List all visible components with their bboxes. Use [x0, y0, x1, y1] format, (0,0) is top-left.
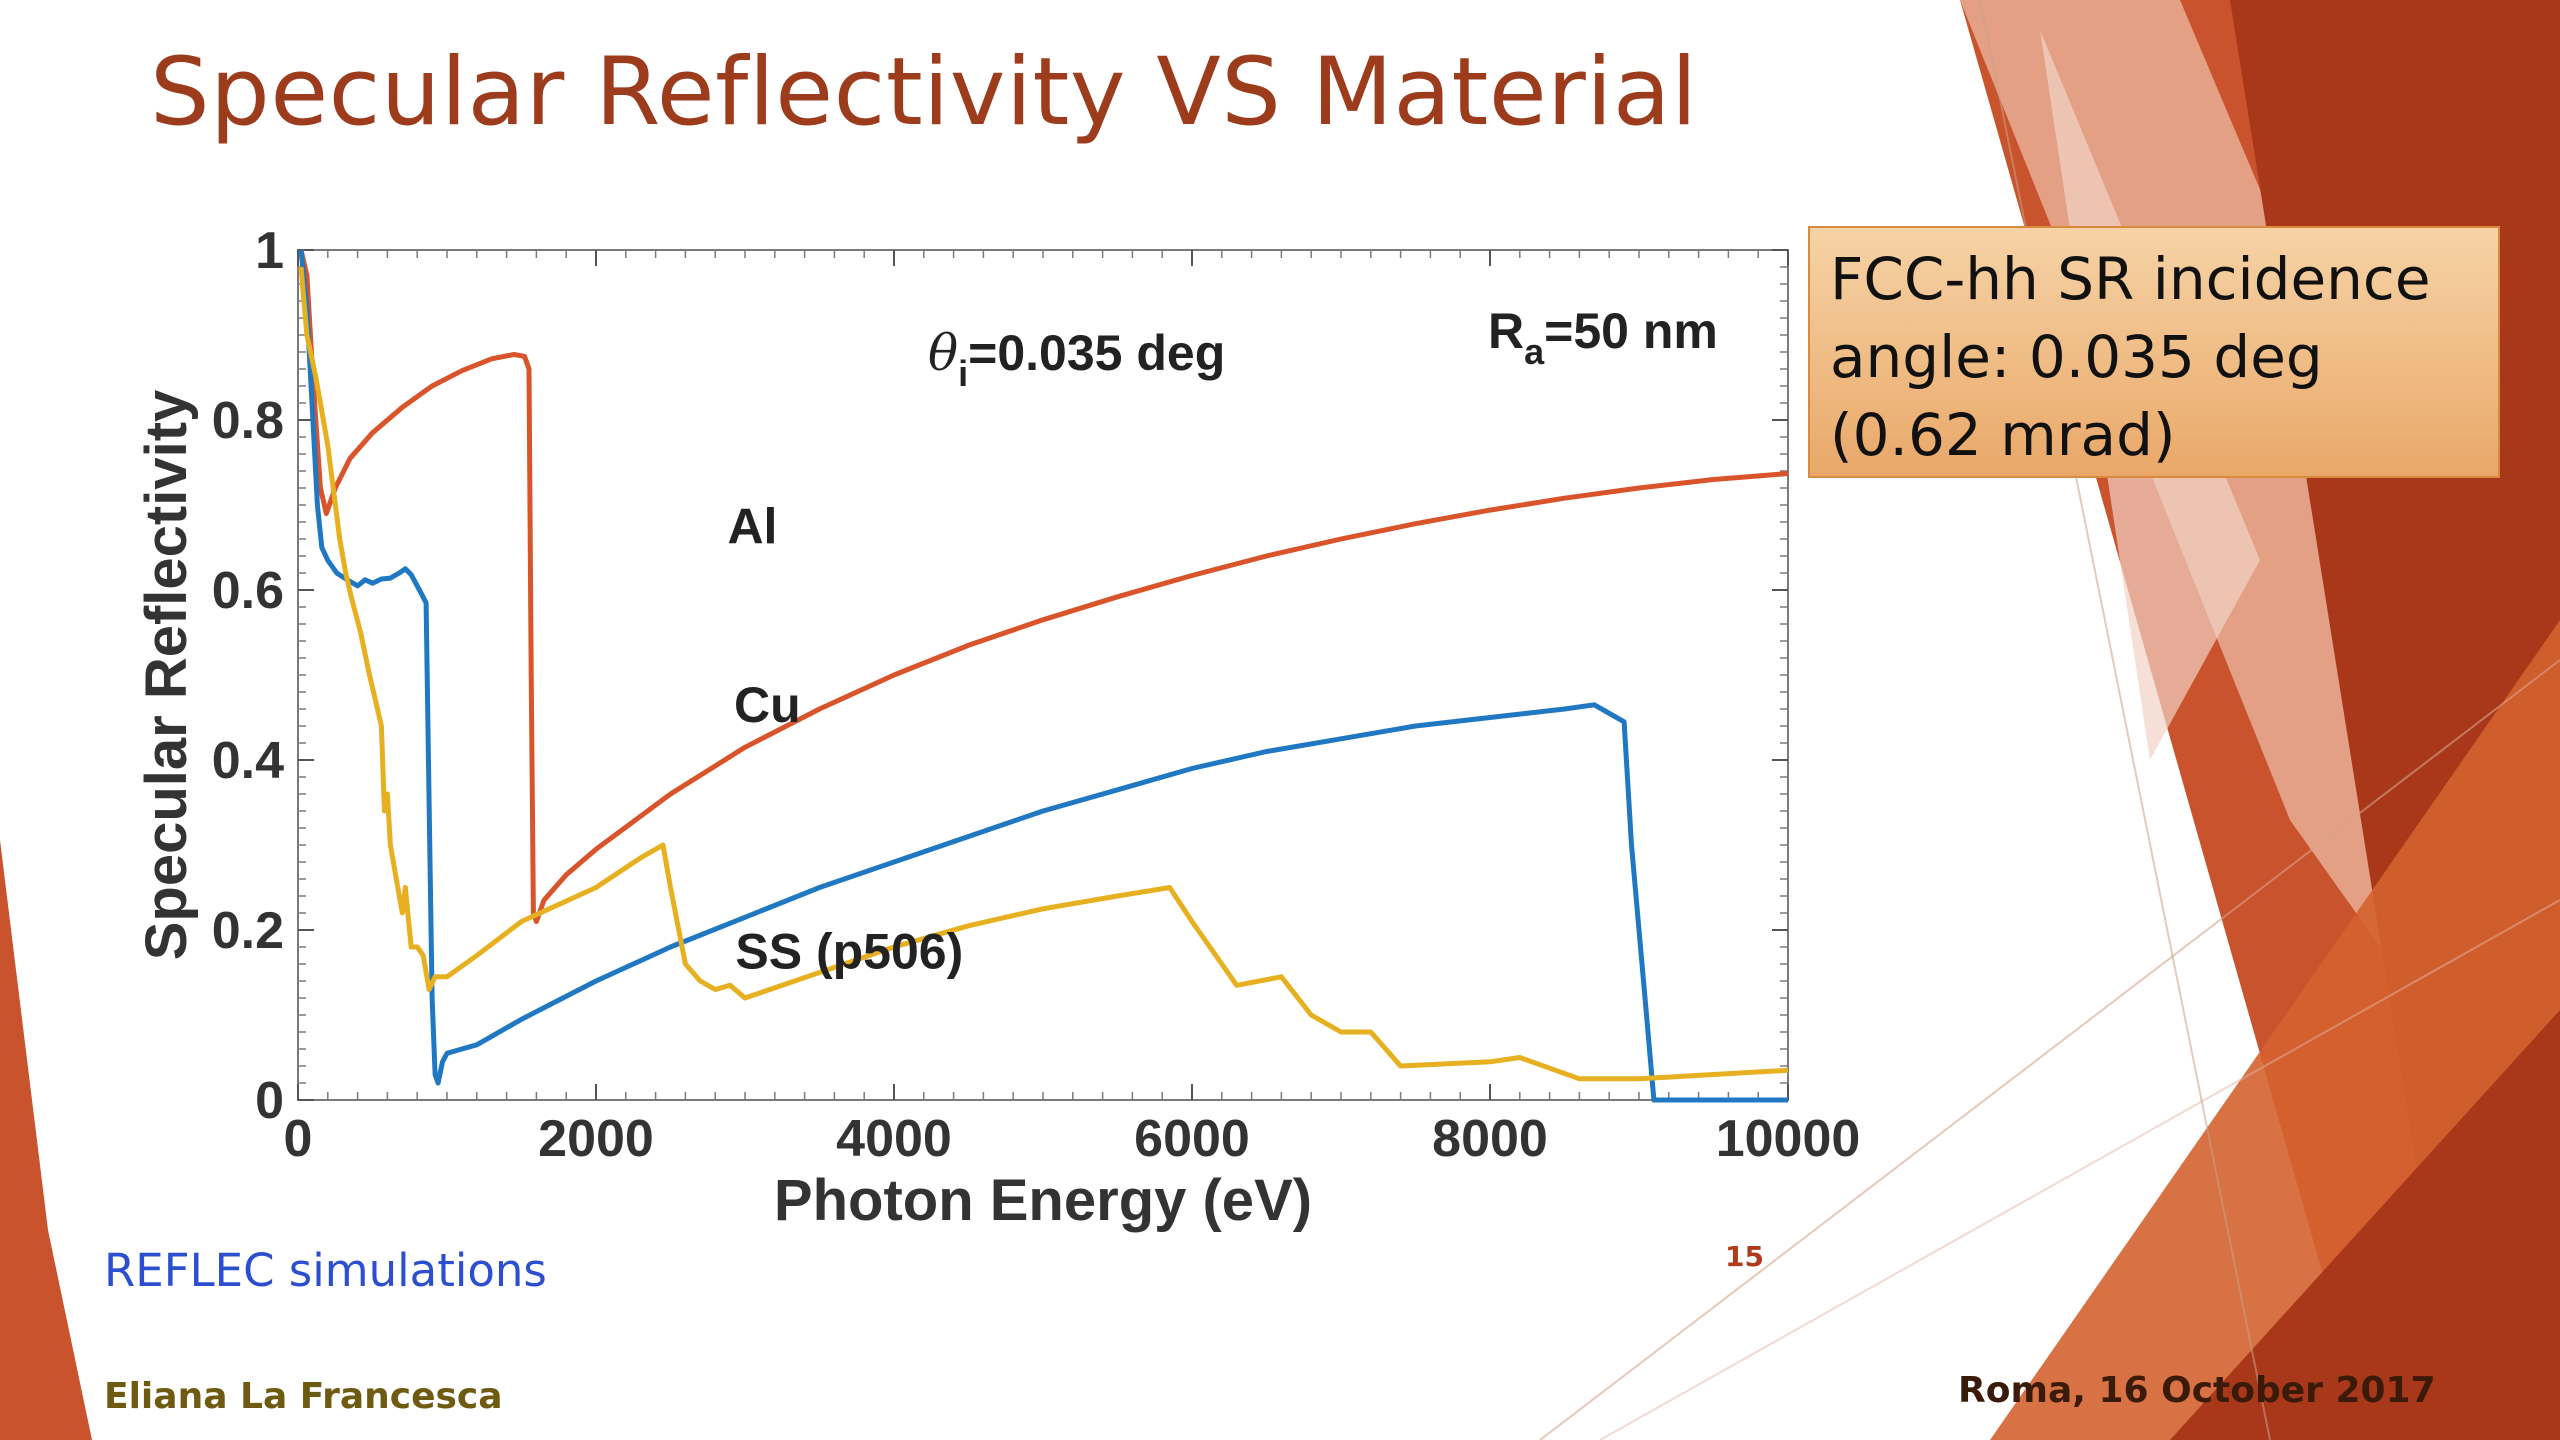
slide-title: Specular Reflectivity VS Material [150, 38, 1698, 147]
deco-shape-bottom-right [2170, 1010, 2560, 1440]
x-tick-label: 2000 [538, 1110, 654, 1168]
y-axis-label: Specular Reflectivity [134, 390, 199, 961]
source-note: REFLEC simulations [104, 1244, 547, 1297]
y-tick-label: 0.2 [212, 902, 284, 960]
series-line-cu [298, 249, 1788, 1103]
incidence-angle-annotation: θi=0.035 deg [928, 324, 1225, 394]
roughness-annotation: Ra=50 nm [1488, 303, 1718, 372]
x-tick-label: 6000 [1134, 1110, 1250, 1168]
page-number: 15 [1725, 1240, 1764, 1273]
x-tick-label: 8000 [1432, 1110, 1548, 1168]
author-name: Eliana La Francesca [104, 1376, 503, 1417]
series-line-ss-p506 [298, 266, 1789, 1082]
callout-line-2: angle: 0.035 deg [1830, 323, 2323, 391]
y-tick-label: 0.4 [212, 732, 284, 790]
x-tick-label: 0 [284, 1110, 313, 1168]
x-tick-label: 4000 [836, 1110, 952, 1168]
y-tick-label: 0 [255, 1072, 284, 1130]
series-label: SS (p506) [735, 923, 963, 979]
series-line-al [298, 249, 1789, 924]
y-tick-label: 0.8 [212, 392, 284, 450]
incidence-angle-callout: FCC-hh SR incidence angle: 0.035 deg (0.… [1808, 226, 2500, 478]
x-axis-label: Photon Energy (eV) [774, 1168, 1312, 1233]
footer-date: Roma, 16 October 2017 [1958, 1370, 2436, 1411]
deco-thin-line-2 [1599, 899, 2560, 1440]
x-tick-label: 10000 [1716, 1110, 1861, 1168]
series-label: Cu [734, 677, 801, 733]
series-label: Al [727, 498, 777, 554]
deco-thin-line-1 [1539, 659, 2560, 1440]
callout-line-3: (0.62 mrad) [1830, 401, 2176, 469]
plot-frame [297, 249, 1789, 1101]
y-tick-label: 1 [255, 222, 284, 280]
callout-line-1: FCC-hh SR incidence [1830, 245, 2431, 313]
deco-shape-left-wedge [0, 840, 92, 1440]
y-tick-label: 0.6 [212, 562, 284, 620]
